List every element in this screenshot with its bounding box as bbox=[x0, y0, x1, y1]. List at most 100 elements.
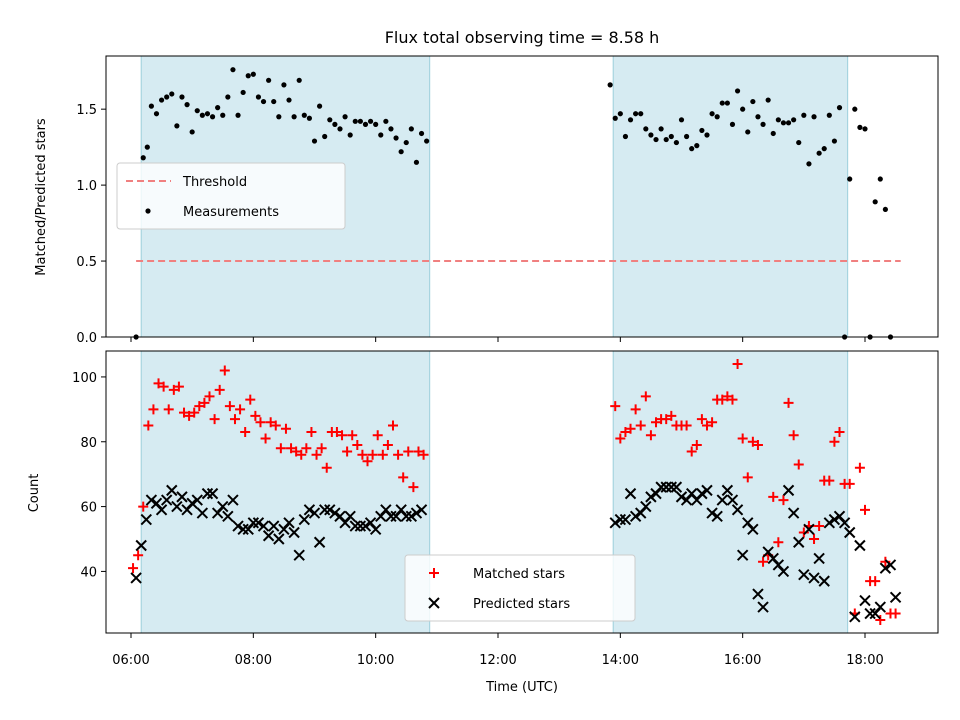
matched-star-point-16 bbox=[204, 391, 215, 402]
predicted-star-point-95 bbox=[798, 568, 810, 581]
matched-star-point-31 bbox=[280, 423, 291, 434]
measurement-point-77 bbox=[699, 127, 705, 134]
measurement-point-39 bbox=[327, 117, 333, 123]
measurement-point-42 bbox=[342, 114, 348, 120]
measurement-point-67 bbox=[648, 132, 654, 138]
measurement-point-84 bbox=[734, 88, 741, 94]
predicted-star-point-65 bbox=[645, 491, 657, 503]
predicted-star-point-48 bbox=[369, 523, 382, 535]
matched-star-point-64 bbox=[635, 420, 646, 431]
measurement-point-85 bbox=[740, 106, 746, 112]
measurement-point-6 bbox=[158, 97, 165, 103]
matched-star-point-26 bbox=[255, 417, 266, 428]
matched-star-point-93 bbox=[783, 397, 794, 408]
measurement-point-102 bbox=[826, 112, 832, 118]
predicted-star-point-97 bbox=[808, 572, 820, 584]
top-ytick-label-2: 0.5 bbox=[76, 255, 97, 270]
measurement-point-46 bbox=[362, 121, 369, 127]
measurement-point-47 bbox=[367, 118, 374, 124]
measurement-point-27 bbox=[266, 77, 272, 83]
matched-star-point-61 bbox=[620, 427, 631, 438]
top-ytick-label-3: 1.0 bbox=[76, 179, 97, 194]
measurement-point-66 bbox=[643, 126, 649, 132]
measurement-point-25 bbox=[255, 94, 262, 100]
matched-star-point-18 bbox=[214, 384, 225, 395]
matched-star-point-92 bbox=[778, 495, 789, 506]
matched-star-point-70 bbox=[666, 410, 677, 421]
bottom-legend: Matched stars Predicted stars bbox=[404, 554, 636, 622]
matched-star-point-29 bbox=[270, 420, 281, 431]
matched-star-point-54 bbox=[398, 472, 409, 483]
measurement-point-48 bbox=[373, 121, 379, 127]
matched-star-point-98 bbox=[809, 534, 820, 544]
matched-star-point-55 bbox=[403, 446, 414, 457]
predicted-star-point-82 bbox=[731, 504, 744, 516]
matched-star-point-12 bbox=[184, 410, 195, 421]
measurement-point-14 bbox=[199, 112, 205, 118]
predicted-star-point-92 bbox=[782, 484, 795, 497]
bottom-ylabel: Count bbox=[27, 474, 42, 513]
measurement-point-51 bbox=[388, 126, 394, 132]
predicted-star-point-31 bbox=[283, 517, 295, 529]
bottom-ytick-label-1: 40 bbox=[80, 565, 97, 580]
matched-star-point-103 bbox=[834, 427, 845, 438]
measurement-point-73 bbox=[678, 117, 685, 123]
matched-star-point-5 bbox=[148, 404, 159, 415]
predicted-star-point-78 bbox=[711, 510, 723, 523]
predicted-star-point-10 bbox=[176, 491, 188, 503]
predicted-star-point-106 bbox=[854, 539, 866, 552]
predicted-star-point-58 bbox=[609, 517, 621, 529]
matched-star-point-96 bbox=[798, 527, 809, 538]
predicted-star-point-13 bbox=[191, 494, 203, 506]
measurement-point-95 bbox=[791, 117, 797, 123]
measurement-point-65 bbox=[638, 111, 644, 117]
measurement-point-63 bbox=[627, 117, 634, 123]
matched-star-point-91 bbox=[773, 537, 784, 548]
matched-star-point-53 bbox=[393, 449, 404, 460]
measurement-point-53 bbox=[398, 149, 404, 155]
measurement-point-9 bbox=[174, 123, 180, 129]
measurement-point-74 bbox=[683, 133, 690, 140]
measurement-point-96 bbox=[796, 139, 802, 146]
matched-star-point-86 bbox=[747, 436, 758, 447]
predicted-star-point-45 bbox=[354, 520, 367, 532]
xtick-label-7: 18:00 bbox=[846, 653, 883, 668]
xtick-label-2: 08:00 bbox=[235, 653, 272, 668]
measurement-point-83 bbox=[729, 121, 736, 127]
matched-star-point-38 bbox=[316, 443, 327, 454]
predicted-star-point-113 bbox=[889, 591, 902, 604]
matched-star-point-13 bbox=[189, 407, 200, 418]
legend-measurements-swatch bbox=[145, 208, 151, 214]
measurement-point-91 bbox=[770, 130, 776, 137]
measurement-point-88 bbox=[755, 114, 761, 120]
predicted-star-point-2 bbox=[135, 539, 147, 552]
matched-star-point-42 bbox=[337, 430, 348, 441]
bottom-legend-box bbox=[404, 554, 636, 622]
matched-star-point-87 bbox=[752, 440, 763, 450]
predicted-star-point-103 bbox=[838, 517, 851, 529]
matched-star-point-85 bbox=[742, 472, 753, 483]
measurement-point-93 bbox=[780, 120, 787, 126]
matched-star-point-57 bbox=[413, 446, 424, 457]
measurement-point-24 bbox=[250, 71, 256, 77]
predicted-star-point-38 bbox=[318, 504, 331, 516]
measurement-point-54 bbox=[403, 139, 409, 146]
measurement-point-8 bbox=[169, 91, 175, 97]
predicted-star-point-14 bbox=[196, 507, 209, 519]
measurement-point-43 bbox=[347, 132, 353, 138]
matched-star-point-52 bbox=[387, 420, 398, 431]
measurement-point-106 bbox=[847, 176, 853, 182]
measurement-point-103 bbox=[831, 138, 838, 144]
predicted-star-point-98 bbox=[813, 552, 825, 565]
measurement-point-62 bbox=[622, 133, 629, 140]
predicted-star-point-105 bbox=[849, 611, 861, 623]
legend-measurements-label: Measurements bbox=[183, 205, 279, 220]
measurement-point-76 bbox=[694, 143, 700, 149]
measurement-point-4 bbox=[148, 103, 154, 109]
predicted-star-point-76 bbox=[701, 484, 713, 497]
measurement-point-36 bbox=[311, 138, 318, 144]
predicted-star-point-86 bbox=[752, 588, 764, 600]
predicted-star-point-100 bbox=[823, 517, 836, 529]
measurement-point-11 bbox=[184, 102, 190, 108]
predicted-star-point-32 bbox=[288, 526, 300, 539]
